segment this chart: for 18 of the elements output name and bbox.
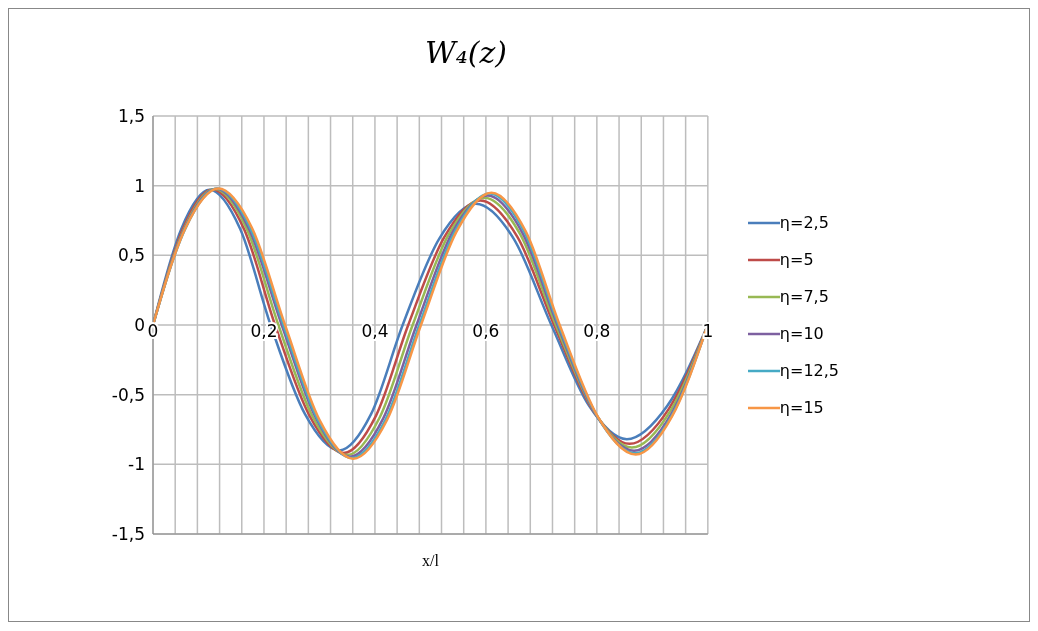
y-tick-label: 1,5 <box>117 106 145 127</box>
chart-title: W₄(z) <box>423 35 509 70</box>
y-tick-label: -1 <box>128 454 145 475</box>
legend-label: η=2,5 <box>779 212 829 234</box>
legend-label: η=12,5 <box>779 360 839 382</box>
x-tick-label: 0,6 <box>472 321 500 341</box>
legend-label: η=10 <box>779 323 824 345</box>
legend-label: η=7,5 <box>779 286 829 308</box>
x-tick-label: 0 <box>147 321 159 341</box>
y-tick-label: -1,5 <box>111 524 145 545</box>
y-tick-label: 0,5 <box>117 245 145 266</box>
y-tick-label: -0,5 <box>111 384 145 405</box>
x-tick-label: 0,8 <box>583 321 611 341</box>
x-tick-label: 0,4 <box>361 321 389 341</box>
legend-label: η=15 <box>779 397 824 419</box>
x-axis-title: x/l <box>421 552 440 569</box>
legend-label: η=5 <box>779 249 814 271</box>
y-tick-label: 1 <box>134 175 145 196</box>
